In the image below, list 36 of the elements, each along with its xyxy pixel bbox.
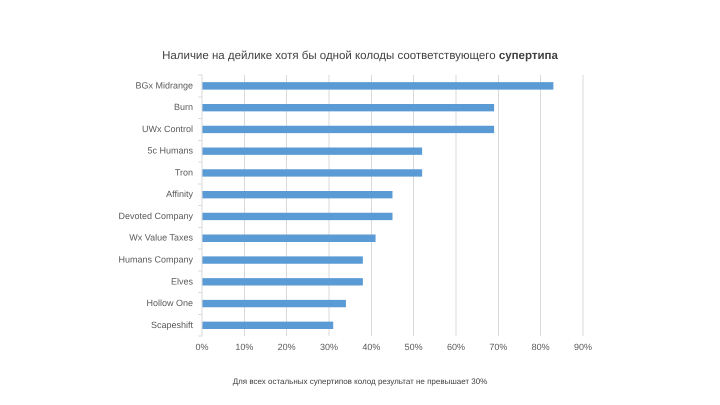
bar xyxy=(202,126,494,134)
bar xyxy=(202,104,494,112)
x-tick-label: 20% xyxy=(278,342,296,352)
bar xyxy=(202,147,422,155)
y-tick-label: Devoted Company xyxy=(118,210,194,221)
y-tick-label: Affinity xyxy=(166,189,194,200)
bar xyxy=(202,82,554,90)
y-tick-label: UWx Control xyxy=(142,124,193,134)
y-tick-label: Scapeshift xyxy=(150,320,194,330)
bar xyxy=(202,322,334,330)
y-tick-label: Elves xyxy=(170,276,194,286)
y-tick-label: Hollow One xyxy=(146,298,193,308)
x-tick-label: 40% xyxy=(362,342,380,352)
x-tick-label: 60% xyxy=(446,342,466,352)
chart-title: Наличие на дейлике хотя бы одной колоды соответствующего супертипа xyxy=(161,50,559,62)
x-tick-label: 10% xyxy=(235,342,254,352)
y-tick-label: 5c Humans xyxy=(147,146,194,156)
bar xyxy=(202,191,392,198)
x-tick-label: 90% xyxy=(574,342,592,352)
bar xyxy=(202,169,422,177)
x-tick-label: 30% xyxy=(320,342,338,352)
x-tick-label: 70% xyxy=(489,342,508,352)
y-tick-label: Burn xyxy=(174,102,193,112)
y-tick-label: Humans Company xyxy=(118,254,194,264)
bar xyxy=(202,234,376,242)
text: Для всех остальных супертипов колод результат не превышает 30% xyxy=(232,377,488,386)
x-tick-label: 80% xyxy=(532,342,550,352)
bar xyxy=(202,300,346,308)
y-tick-label: BGx Midrange xyxy=(135,80,193,90)
bar xyxy=(202,256,363,264)
x-tick-label: 0% xyxy=(195,342,209,352)
bar xyxy=(202,278,363,286)
bar xyxy=(202,212,392,220)
y-tick-label: Wx Value Taxes xyxy=(129,232,194,243)
x-tick-label: 50% xyxy=(404,342,423,352)
y-tick-label: Tron xyxy=(174,167,193,178)
